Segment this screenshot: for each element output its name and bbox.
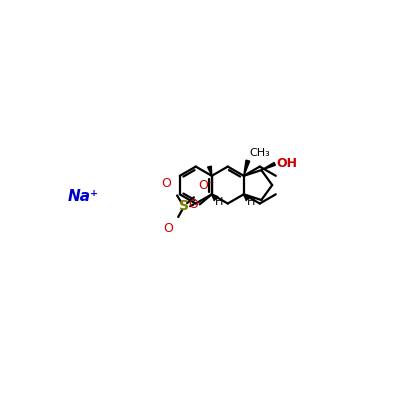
Polygon shape <box>208 166 212 176</box>
Text: O: O <box>161 177 171 190</box>
Text: O⁻: O⁻ <box>198 179 215 192</box>
Text: O: O <box>188 198 198 211</box>
Text: Na⁺: Na⁺ <box>68 189 99 204</box>
Text: O: O <box>163 222 173 236</box>
Text: H: H <box>247 197 255 207</box>
Text: OH: OH <box>276 157 297 170</box>
Text: H: H <box>215 197 223 207</box>
Text: S: S <box>179 199 189 213</box>
Text: CH₃: CH₃ <box>249 148 270 158</box>
Polygon shape <box>261 162 275 170</box>
Polygon shape <box>244 160 250 176</box>
